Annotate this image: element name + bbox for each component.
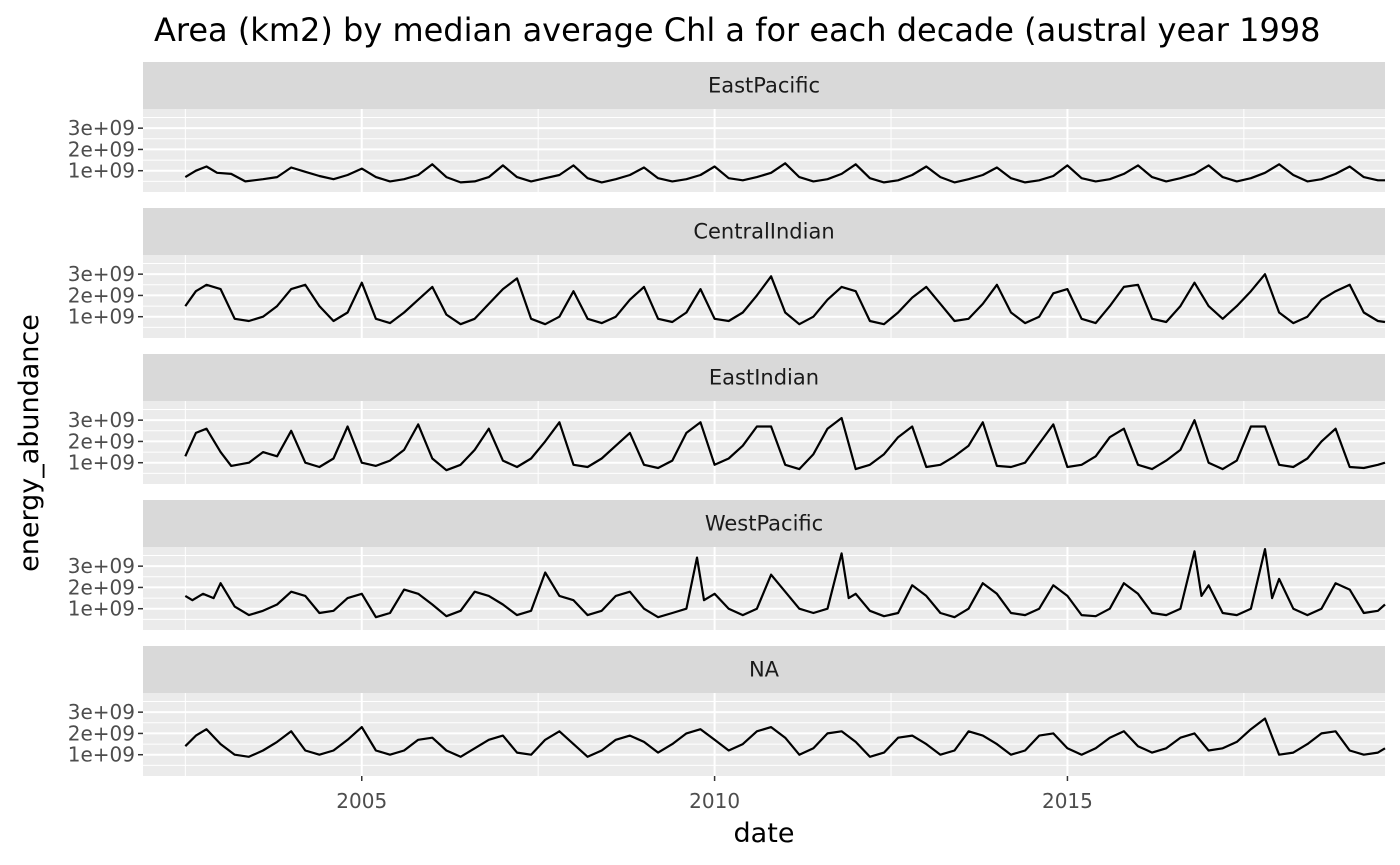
facet-strip-label: EastPacific <box>708 74 820 98</box>
facet-strip <box>143 500 1385 547</box>
facet-strip <box>143 62 1385 109</box>
y-tick-label: 1e+09 <box>68 743 135 767</box>
series-line-eastindian <box>184 416 1386 472</box>
y-tick-label: 2e+09 <box>68 575 135 599</box>
y-tick-label: 3e+09 <box>68 700 135 724</box>
y-tick-label: 3e+09 <box>68 554 135 578</box>
x-tick-label: 2010 <box>689 789 740 813</box>
series-line-eastpacific <box>184 162 1385 184</box>
y-tick-label: 2e+09 <box>68 429 135 453</box>
y-tick-label: 3e+09 <box>68 116 135 140</box>
x-tick-label: 2015 <box>1042 789 1093 813</box>
y-tick-label: 2e+09 <box>68 137 135 161</box>
y-tick-label: 2e+09 <box>68 283 135 307</box>
facet-strip <box>143 354 1385 401</box>
panel-background <box>143 109 1385 192</box>
panel-background <box>143 255 1385 338</box>
x-tick-label: 2005 <box>336 789 387 813</box>
facet-strip <box>143 646 1385 693</box>
series-line-westpacific <box>184 548 1386 619</box>
facet-strip-label: NA <box>749 658 780 682</box>
y-tick-label: 1e+09 <box>68 305 135 329</box>
facet-panels: EastPacific1e+092e+093e+09CentralIndian1… <box>68 62 1386 776</box>
y-tick-label: 3e+09 <box>68 262 135 286</box>
y-tick-label: 1e+09 <box>68 597 135 621</box>
series-line-centralindian <box>184 273 1386 326</box>
facet-strip <box>143 208 1385 255</box>
panel-background <box>143 693 1385 776</box>
y-tick-label: 1e+09 <box>68 451 135 475</box>
y-tick-label: 2e+09 <box>68 721 135 745</box>
chart-title: Area (km2) by median average Chl a for e… <box>154 11 1321 49</box>
facet-strip-label: WestPacific <box>705 512 823 536</box>
x-axis-title: date <box>734 818 795 849</box>
panel-background <box>143 547 1385 630</box>
y-tick-label: 1e+09 <box>68 159 135 183</box>
y-tick-label: 3e+09 <box>68 408 135 432</box>
x-axis: 2005 2010 2015 <box>336 776 1093 813</box>
series-line-na <box>184 717 1386 758</box>
y-axis-title: energy_abundance <box>14 314 45 572</box>
facet-strip-label: EastIndian <box>709 366 819 390</box>
facet-strip-label: CentralIndian <box>693 220 834 244</box>
panel-background <box>143 401 1385 484</box>
